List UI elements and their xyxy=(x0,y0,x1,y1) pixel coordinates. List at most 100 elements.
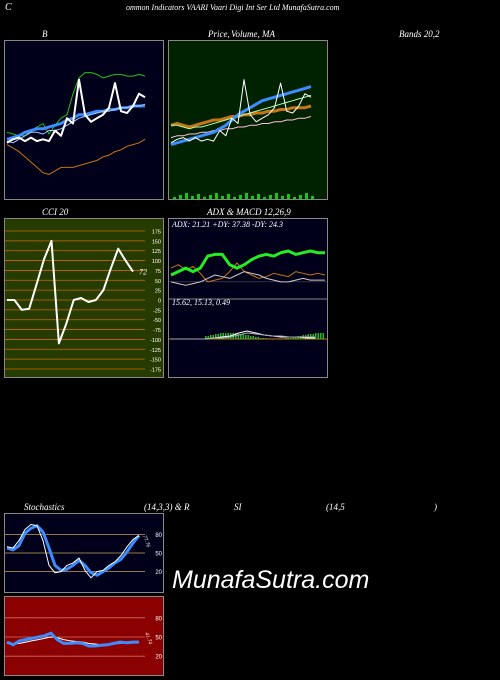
stoch-level-label: 50 xyxy=(155,552,162,558)
volume-bar xyxy=(245,193,248,199)
macd-histogram-bar xyxy=(252,336,254,339)
adx-macd-title: ADX & MACD 12,26,9 xyxy=(207,207,291,217)
macd-histogram-bar xyxy=(255,337,257,339)
macd-histogram-bar xyxy=(265,338,267,339)
macd-histogram-bar xyxy=(287,338,289,339)
cci-title: CCI 20 xyxy=(42,207,69,217)
adx-plus-di-line xyxy=(170,249,325,277)
cci-level-label: -100 xyxy=(150,338,161,344)
stoch-k-line xyxy=(6,524,140,579)
volume-bar xyxy=(233,197,236,199)
header-c-letter: C xyxy=(5,2,12,13)
volume-bar xyxy=(305,193,308,199)
macd-histogram-bar xyxy=(250,336,252,339)
rsi-level-label: 50 xyxy=(155,636,162,642)
rsi-background xyxy=(5,597,163,675)
cci-level-label: 100 xyxy=(152,259,161,265)
macd-histogram-bar xyxy=(295,337,297,339)
volume-bar xyxy=(251,196,254,199)
price-close-line xyxy=(170,79,312,144)
macd-histogram-bar xyxy=(260,338,262,339)
price-ma-green xyxy=(171,94,312,130)
macd-histogram-bar xyxy=(245,335,247,339)
cci-level-label: 0 xyxy=(158,299,161,305)
cci-level-label: -50 xyxy=(153,318,161,324)
macd-histogram-bar xyxy=(210,335,212,339)
stoch-current-value: 77.76 xyxy=(141,535,151,549)
volume-bar xyxy=(281,196,284,199)
bollinger-middle-band-thin xyxy=(6,103,146,144)
bollinger-title: B xyxy=(42,29,48,39)
cci-level-label: -150 xyxy=(150,358,161,364)
macd-histogram-bar xyxy=(237,334,239,339)
cci-panel: 175 150 125 100 75 50 25 0 -25 -50 -75 -100 -125 -150… xyxy=(4,218,164,378)
volume-bar xyxy=(257,194,260,199)
cci-level-label: 50 xyxy=(155,279,161,285)
macd-histogram-bar xyxy=(315,333,317,339)
cci-level-label: 175 xyxy=(152,230,161,236)
price-title: Price, xyxy=(208,29,230,39)
volume-bar xyxy=(221,196,224,199)
price-ma-pink xyxy=(170,116,312,139)
macd-histogram-bar xyxy=(257,337,259,339)
bands-title: Bands 20,2 xyxy=(399,29,440,39)
cci-line xyxy=(7,239,134,345)
volume-bar xyxy=(239,195,242,199)
cci-background xyxy=(5,219,163,377)
bollinger-price-line xyxy=(6,78,146,144)
price-background xyxy=(169,41,327,199)
cci-level-label: 25 xyxy=(155,289,161,295)
cci-level-label: -75 xyxy=(153,328,161,334)
volume-bar xyxy=(275,193,278,199)
stochastics-params: (14,3,3) & R xyxy=(144,502,190,512)
macd-histogram-bar xyxy=(222,333,224,339)
macd-histogram-bar xyxy=(322,333,324,339)
rsi-current-value: 41.74 xyxy=(143,631,154,645)
volume-bar xyxy=(179,195,182,199)
stochastics-panel: 80 50 20 77.76 xyxy=(4,513,164,593)
volume-bar xyxy=(299,195,302,199)
macd-histogram-bar xyxy=(220,333,222,339)
adx-values-label: ADX: 21.21 +DY: 37.38 -DY: 24.3 xyxy=(172,220,284,229)
macd-histogram-bar xyxy=(320,333,322,339)
macd-histogram-bar xyxy=(247,335,249,339)
cci-level-label: -25 xyxy=(153,308,161,314)
adx-line xyxy=(170,271,325,286)
volume-bar xyxy=(269,195,272,199)
rsi-level-label: 20 xyxy=(155,655,162,661)
volume-bar xyxy=(215,193,218,199)
macd-values-label: 15.62, 15.13, 0.49 xyxy=(172,298,230,307)
volume-bar xyxy=(293,197,296,199)
volume-bar xyxy=(191,196,194,199)
watermark: MunafaSutra.com xyxy=(172,566,370,594)
stochastics-title: Stochastics xyxy=(24,502,65,512)
cci-level-label: 75 xyxy=(155,269,161,275)
rsi-panel: 80 50 20 41.74 xyxy=(4,596,164,676)
bollinger-lower-band xyxy=(6,138,146,175)
stoch-d-line xyxy=(6,524,141,577)
cci-current-value: 72 xyxy=(139,268,147,277)
macd-histogram-bar xyxy=(225,333,227,339)
macd-histogram-bar xyxy=(242,334,244,339)
macd-histogram-bar xyxy=(215,334,217,339)
bollinger-background xyxy=(5,41,163,199)
macd-histogram-bar xyxy=(217,334,219,339)
rsi-params: (14,5 xyxy=(326,502,345,512)
header-title: ommon Indicators VAARI Vaari Digi Int Se… xyxy=(126,3,340,12)
macd-histogram-bar xyxy=(212,335,214,339)
volume-ma-title: Volume, MA xyxy=(231,29,275,39)
macd-histogram-bar xyxy=(240,334,242,339)
cci-level-label: -175 xyxy=(150,368,161,374)
volume-bar xyxy=(311,196,314,199)
rsi-title: SI xyxy=(234,502,242,512)
rsi-level-label: 80 xyxy=(155,616,162,622)
price-volume-panel xyxy=(168,40,328,200)
volume-bar xyxy=(197,194,200,199)
rsi-params-close: ) xyxy=(434,502,437,512)
volume-bar xyxy=(227,194,230,199)
volume-bar xyxy=(203,197,206,199)
bollinger-panel xyxy=(4,40,164,200)
volume-bar xyxy=(209,195,212,199)
macd-histogram-bar xyxy=(285,338,287,339)
macd-histogram-bar xyxy=(292,337,294,339)
